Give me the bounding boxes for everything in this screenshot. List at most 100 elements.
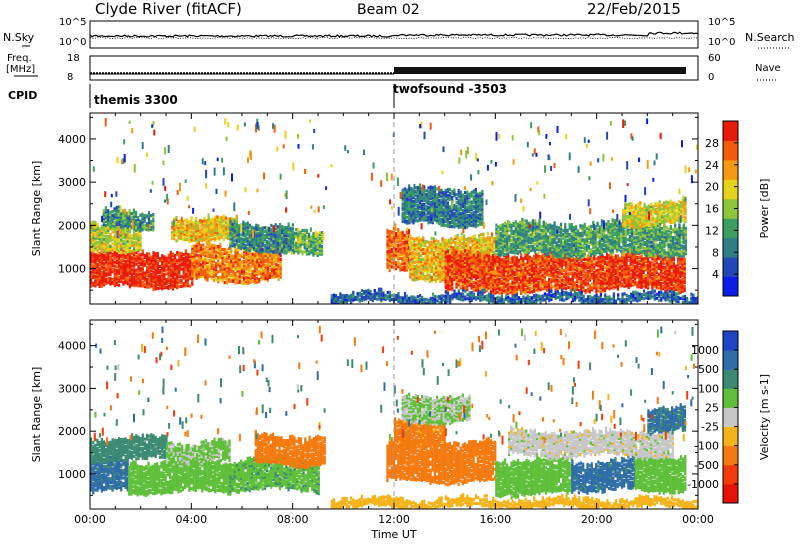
echo-region-power-15	[330, 287, 698, 304]
colorbar-tick-power-28: 28	[705, 137, 719, 150]
echo-region-power-6	[229, 219, 294, 256]
colorbar-power: 4 8 12 16 20 24 28 Power [dB]	[705, 120, 771, 297]
cpid-entry-2: twofsound -3503	[393, 82, 507, 96]
freq-tick-high: 18	[67, 53, 80, 64]
colorbar-tick-velocity-1000: 1000	[691, 344, 719, 357]
echo-region-power-10	[558, 248, 686, 295]
colorbar-tick-power-12: 12	[705, 224, 719, 237]
colorbar-swatch-power-1	[723, 276, 738, 297]
colorbar-swatch-velocity-8	[723, 350, 738, 370]
colorbar-swatch-velocity-2	[723, 464, 738, 485]
x-tick-label-6: 00:00	[682, 513, 714, 526]
echo-region-velocity-12	[508, 425, 674, 461]
colorbar-tick-power-4: 4	[712, 268, 719, 281]
heatmap-cells-power	[90, 117, 698, 304]
nsearch-trace	[89, 36, 699, 40]
colorbar-tick-velocity--100: -100	[694, 440, 719, 453]
y-tick-label-velocity-1000: 1000	[58, 468, 86, 481]
nave-tick-low: 0	[708, 72, 715, 83]
colorbar-tick-power-16: 16	[705, 203, 719, 216]
heatmap-cells-velocity	[90, 325, 698, 509]
x-tick-label-1: 04:00	[175, 513, 207, 526]
nsky-tick-low: 10^0	[59, 37, 87, 48]
colorbar-tick-power-24: 24	[705, 159, 719, 172]
y-axis-label-power: Slant Range [km]	[30, 161, 43, 257]
colorbar-tick-velocity--25: -25	[701, 421, 719, 434]
echo-region-power-13	[622, 195, 687, 230]
colorbar-velocity: 1000 500 100 25 -25 -100 -500 -1000 Velocity [m …	[687, 330, 771, 504]
colorbar-swatch-velocity-6	[723, 388, 738, 408]
nsky-tick-high: 10^5	[59, 17, 87, 28]
echo-region-velocity-4	[254, 429, 326, 470]
scattered-echoes-velocity	[93, 325, 698, 446]
colorbar-label-velocity: Velocity [m s-1]	[758, 374, 771, 460]
echo-region-velocity-1	[90, 454, 129, 495]
colorbar-swatch-power-2	[723, 257, 738, 278]
nsky-panel-frame	[89, 20, 699, 49]
freq-label-top: Freq.	[7, 53, 32, 64]
colorbar-swatch-velocity-9	[723, 331, 738, 351]
nave-tick-high: 60	[708, 53, 721, 64]
y-tick-label-velocity-2000: 2000	[58, 425, 86, 438]
x-tick-label-5: 20:00	[581, 513, 613, 526]
y-tick-label-power-4000: 4000	[58, 133, 86, 146]
echo-region-velocity-14	[401, 392, 471, 427]
y-tick-label-velocity-3000: 3000	[58, 382, 86, 395]
echo-region-velocity-13	[647, 403, 687, 436]
echo-region-power-9	[444, 248, 559, 297]
echo-region-velocity-7	[386, 436, 497, 487]
cpid-entry-1: themis 3300	[94, 93, 178, 107]
y-axis-label-velocity: Slant Range [km]	[30, 367, 43, 463]
colorbar-swatch-power-3	[723, 237, 738, 258]
echo-region-velocity-3	[229, 455, 320, 496]
colorbar-label-power: Power [dB]	[758, 179, 771, 239]
scattered-echoes-power	[92, 117, 698, 241]
beam-title: Beam 02	[357, 2, 420, 18]
y-tick-label-power-1000: 1000	[58, 263, 86, 276]
date-title: 22/Feb/2015	[587, 0, 681, 18]
colorbar-swatch-velocity-7	[723, 369, 738, 389]
nsky-trace	[89, 31, 699, 38]
colorbar-swatch-power-5	[723, 198, 738, 219]
nave-label: Nave	[755, 63, 781, 74]
echo-region-velocity-9	[495, 454, 573, 500]
freq-trace-second	[394, 67, 686, 74]
colorbar-swatch-velocity-1	[723, 483, 738, 504]
colorbar-tick-velocity-25: 25	[705, 401, 719, 414]
station-title: Clyde River (fitACF)	[95, 0, 242, 18]
echo-region-velocity-11	[634, 451, 687, 495]
echo-region-power-1	[90, 246, 194, 292]
echo-region-velocity-6	[166, 437, 231, 468]
colorbar-tick-velocity-500: 500	[698, 363, 719, 376]
x-tick-label-0: 00:00	[74, 513, 106, 526]
colorbar-swatch-power-9	[723, 121, 738, 141]
echo-region-power-12	[401, 183, 484, 230]
colorbar-swatch-power-7	[723, 159, 738, 180]
colorbar-swatch-power-4	[723, 218, 738, 239]
colorbar-tick-velocity--500: -500	[694, 459, 719, 472]
heatmap-power: 1000 2000 3000 4000 Slant Range [km] 4 8 12 16 20…	[30, 112, 771, 305]
colorbar-swatch-velocity-4	[723, 426, 738, 447]
x-tick-label-3: 12:00	[378, 513, 410, 526]
echo-region-power-14	[102, 205, 155, 233]
colorbar-tick-power-8: 8	[712, 246, 719, 259]
x-axis-label: Time UT	[370, 528, 416, 541]
freq-label-bottom: [MHz]	[6, 64, 36, 75]
freq-tick-low: 8	[67, 72, 74, 83]
echo-region-velocity-5	[90, 433, 168, 465]
nsearch-label: N.Search	[745, 31, 795, 44]
cpid-label: CPID	[8, 89, 38, 102]
echo-region-power-5	[171, 214, 238, 244]
freq-panel-frame	[89, 55, 699, 81]
y-tick-label-power-2000: 2000	[58, 219, 86, 232]
colorbar-swatch-velocity-5	[723, 407, 738, 428]
y-tick-label-velocity-4000: 4000	[58, 340, 86, 353]
y-tick-label-power-3000: 3000	[58, 176, 86, 189]
nsearch-tick-high: 10^5	[708, 17, 736, 28]
colorbar-tick-power-20: 20	[705, 181, 719, 194]
colorbar-tick-velocity--1000: -1000	[687, 478, 719, 491]
nsky-label: N.Sky	[3, 31, 35, 44]
colorbar-swatch-velocity-3	[723, 445, 738, 466]
